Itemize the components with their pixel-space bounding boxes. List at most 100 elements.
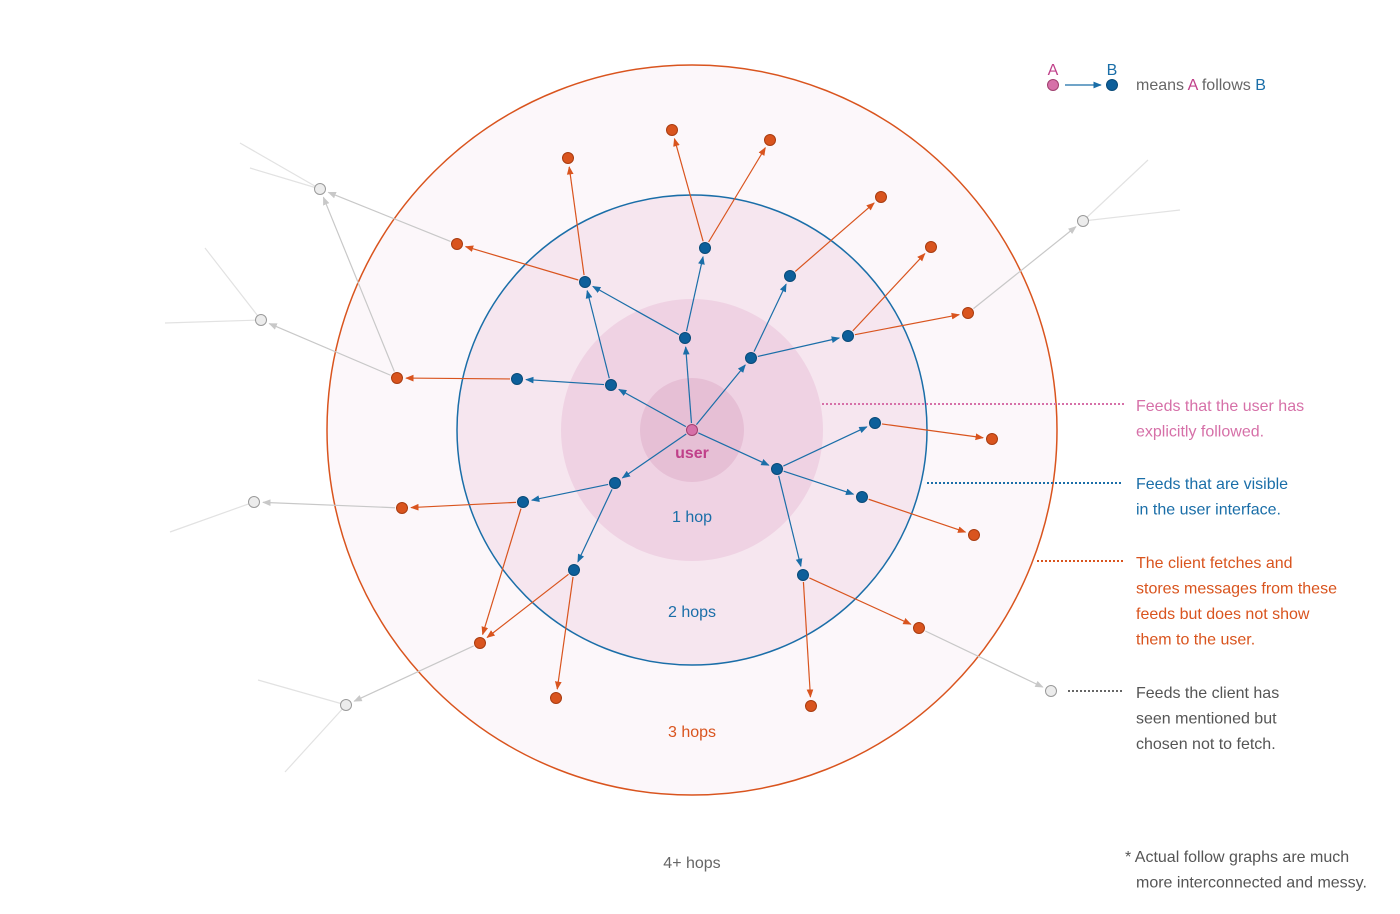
feed-node	[562, 152, 574, 164]
feed-node	[255, 314, 267, 326]
follow-edge	[481, 508, 522, 636]
feed-node	[511, 373, 523, 385]
annotation-line: in the user interface.	[1136, 502, 1281, 519]
feed-node	[579, 276, 591, 288]
feed-node	[686, 424, 698, 436]
annotation-line: explicitly followed.	[1136, 424, 1264, 441]
follow-edge	[682, 346, 693, 424]
user-label: user	[675, 445, 709, 462]
follow-edge	[695, 364, 746, 425]
feed-node	[605, 379, 617, 391]
follow-edge	[802, 581, 814, 698]
annotation-line: Feeds the client has	[1136, 685, 1279, 702]
follow-edge	[566, 166, 585, 276]
legend-word: follows	[1202, 77, 1251, 94]
annotation-line: chosen not to fetch.	[1136, 736, 1276, 753]
ring-label: 3 hops	[668, 724, 716, 741]
follow-edge	[322, 196, 395, 372]
follow-edge	[698, 432, 770, 466]
follow-edge	[530, 483, 609, 502]
follow-edge	[262, 499, 396, 509]
feed-node	[869, 417, 881, 429]
legend-b-label: B	[1107, 62, 1118, 79]
feed-node	[784, 270, 796, 282]
feed-node	[474, 637, 486, 649]
follow-edge	[577, 489, 613, 563]
feed-node	[797, 569, 809, 581]
follow-edge	[973, 226, 1077, 310]
feed-node	[1045, 685, 1057, 697]
faint-edge	[284, 704, 347, 773]
feed-node	[745, 352, 757, 364]
edges	[164, 137, 1181, 773]
faint-edge	[1082, 209, 1181, 222]
feed-node	[568, 564, 580, 576]
feed-node	[913, 622, 925, 634]
follow-edge	[621, 433, 687, 479]
follow-edge	[353, 645, 474, 702]
annotation: Feeds the client has seen mentioned but ch…	[1136, 685, 1279, 753]
follow-edge	[778, 475, 803, 568]
faint-edge	[239, 142, 321, 190]
feed-node	[771, 463, 783, 475]
legend-word: B	[1255, 77, 1266, 94]
follow-edge	[405, 374, 511, 382]
ring-label: 1 hop	[672, 509, 712, 526]
feed-node	[962, 307, 974, 319]
feed-node	[517, 496, 529, 508]
follow-edge	[783, 426, 868, 467]
annotation-line: Feeds that are visible	[1136, 476, 1288, 493]
feed-node	[1077, 215, 1089, 227]
annotation: Feeds that are visible in the user interf…	[1136, 476, 1288, 519]
legend-node-a	[1047, 79, 1059, 91]
follow-edge	[757, 336, 841, 358]
follow-edge	[794, 202, 875, 272]
annotations: Feeds that the user has explicitly follow…	[1125, 398, 1367, 892]
annotation-line: feeds but does not show	[1136, 606, 1310, 623]
ring-label: 2 hops	[668, 604, 716, 621]
legend-node-b	[1106, 79, 1118, 91]
follow-edge	[852, 252, 926, 332]
feed-node	[391, 372, 403, 384]
feed-node	[875, 191, 887, 203]
feed-node	[856, 491, 868, 503]
feed-node	[679, 332, 691, 344]
annotation-line: them to the user.	[1136, 632, 1255, 649]
annotation: Feeds that the user has explicitly follow…	[1136, 398, 1304, 441]
follow-edge	[881, 423, 984, 441]
feed-node	[314, 183, 326, 195]
follow-edge	[554, 576, 574, 690]
feed-node	[805, 700, 817, 712]
follow-edge	[783, 470, 855, 496]
follow-edge	[708, 146, 766, 243]
follow-edge	[268, 322, 391, 376]
follow-edge	[585, 289, 610, 379]
faint-edge	[169, 501, 255, 533]
feed-node	[550, 692, 562, 704]
follow-edge	[486, 573, 569, 638]
follow-edge	[925, 630, 1044, 688]
follow-edge	[868, 498, 967, 533]
follow-edge	[685, 255, 705, 332]
annotation-line: Feeds that the user has	[1136, 398, 1304, 415]
follow-edge	[753, 283, 787, 352]
legend-word: means	[1136, 77, 1184, 94]
legend-word: A	[1188, 77, 1199, 94]
follow-edge	[618, 388, 687, 428]
faint-edge	[164, 319, 262, 324]
feed-node	[609, 477, 621, 489]
follow-edge	[525, 376, 605, 386]
faint-edge	[1082, 159, 1149, 222]
follow-edge	[592, 285, 680, 336]
feed-node	[986, 433, 998, 445]
faint-edge	[249, 167, 321, 190]
footnote-line: * Actual follow graphs are much	[1125, 849, 1349, 866]
feed-node	[396, 502, 408, 514]
annotation-line: stores messages from these	[1136, 581, 1337, 598]
feed-node	[764, 134, 776, 146]
footnote: * Actual follow graphs are much more inte…	[1125, 849, 1367, 892]
follow-edge	[410, 501, 517, 511]
annotation-line: The client fetches and	[1136, 555, 1293, 572]
feed-node	[666, 124, 678, 136]
